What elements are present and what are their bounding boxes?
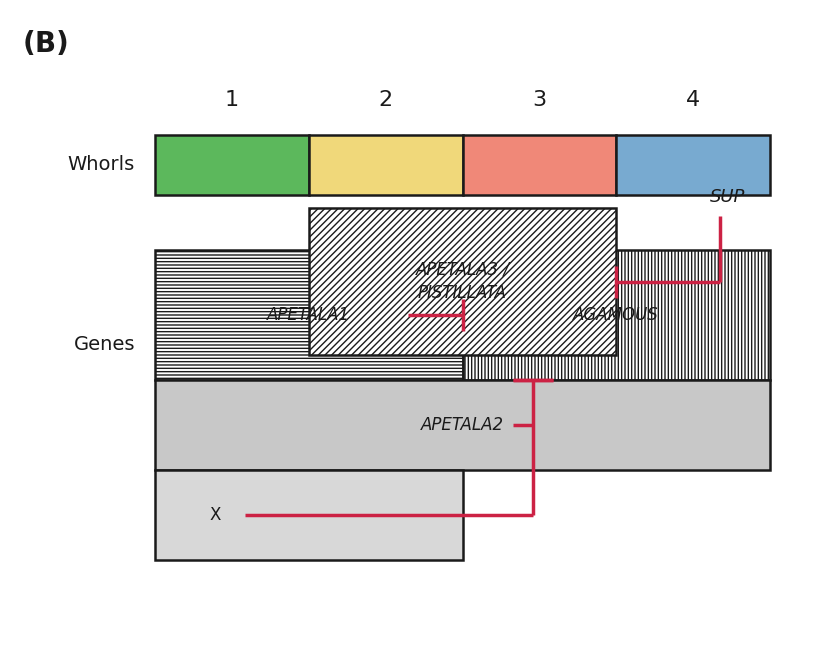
Text: 3: 3 bbox=[533, 90, 546, 110]
Text: APETALA3 /: APETALA3 / bbox=[416, 260, 509, 278]
Bar bbox=[155, 135, 309, 195]
Bar bbox=[463, 135, 616, 195]
Bar bbox=[155, 250, 463, 380]
Text: SUP: SUP bbox=[710, 188, 746, 206]
Text: Genes: Genes bbox=[73, 335, 135, 355]
Bar bbox=[155, 380, 770, 470]
Text: APETALA2: APETALA2 bbox=[421, 416, 504, 434]
Bar bbox=[463, 250, 770, 380]
Text: PISTILLATA: PISTILLATA bbox=[418, 284, 507, 303]
Text: X: X bbox=[210, 506, 221, 524]
Bar bbox=[155, 470, 463, 560]
Text: 2: 2 bbox=[378, 90, 392, 110]
Text: 1: 1 bbox=[225, 90, 239, 110]
Bar bbox=[309, 208, 616, 355]
Text: $\mathbf{(B)}$: $\mathbf{(B)}$ bbox=[22, 29, 68, 58]
Text: APETALA1: APETALA1 bbox=[267, 306, 351, 324]
Text: Whorls: Whorls bbox=[68, 155, 135, 175]
Text: 4: 4 bbox=[686, 90, 701, 110]
Bar bbox=[616, 135, 770, 195]
Bar bbox=[309, 135, 463, 195]
Text: AGAMOUS: AGAMOUS bbox=[574, 306, 659, 324]
